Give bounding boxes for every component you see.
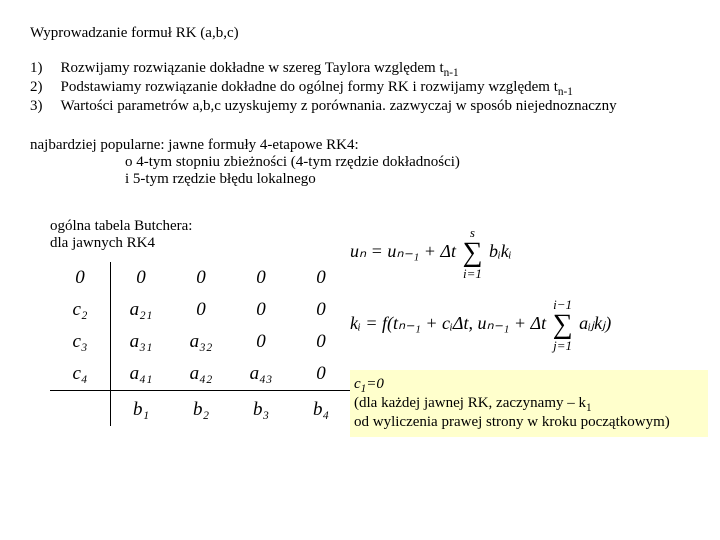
cell: 0 xyxy=(171,294,231,326)
cell: a₂₁ xyxy=(111,294,172,326)
cell: 0 xyxy=(231,326,291,358)
cell xyxy=(50,391,111,427)
butcher-tableau: 0 0 0 0 0 c₂ a₂₁ 0 0 0 c₃ a₃₁ a₃₂ 0 0 xyxy=(50,262,351,426)
cell: b₁ xyxy=(111,391,172,427)
rk-formula-u: uₙ = uₙ₋₁ + Δt s ∑ i=1 bᵢkᵢ xyxy=(350,226,708,280)
cell: 0 xyxy=(291,326,351,358)
step-number: 2) xyxy=(30,79,61,98)
cell: a₄₁ xyxy=(111,358,172,391)
butcher-label: ogólna tabela Butchera: dla jawnych RK4 xyxy=(30,218,350,252)
rk-formula-k: kᵢ = f(tₙ₋₁ + cᵢΔt, uₙ₋₁ + Δt i−1 ∑ j=1 … xyxy=(350,298,708,352)
desc-line: i 5-tym rzędzie błędu lokalnego xyxy=(30,171,690,188)
step-text: Podstawiamy rozwiązanie dokładne do ogól… xyxy=(61,79,617,98)
note-highlight: c1=0 (dla każdej jawnej RK, zaczynamy – … xyxy=(350,370,708,437)
step-text: Wartości parametrów a,b,c uzyskujemy z p… xyxy=(61,98,617,115)
cell: b₂ xyxy=(171,391,231,427)
cell: b₃ xyxy=(231,391,291,427)
desc-line: najbardziej popularne: jawne formuły 4-e… xyxy=(30,137,690,154)
cell: 0 xyxy=(171,262,231,294)
cell: c₃ xyxy=(50,326,111,358)
page-title: Wyprowadzanie formuł RK (a,b,c) xyxy=(30,25,690,42)
step-number: 1) xyxy=(30,60,61,79)
cell: a₄₃ xyxy=(231,358,291,391)
desc-line: o 4-tym stopniu zbieżności (4-tym rzędzi… xyxy=(30,154,690,171)
cell: c₄ xyxy=(50,358,111,391)
cell: 0 xyxy=(291,294,351,326)
cell: c₂ xyxy=(50,294,111,326)
cell: a₄₂ xyxy=(171,358,231,391)
cell: 0 xyxy=(231,262,291,294)
cell: 0 xyxy=(50,262,111,294)
step-number: 3) xyxy=(30,98,61,115)
rk4-description: najbardziej popularne: jawne formuły 4-e… xyxy=(30,137,690,188)
cell: a₃₂ xyxy=(171,326,231,358)
cell: b₄ xyxy=(291,391,351,427)
cell: a₃₁ xyxy=(111,326,172,358)
step-text: Rozwijamy rozwiązanie dokładne w szereg … xyxy=(61,60,617,79)
cell: 0 xyxy=(111,262,172,294)
cell: 0 xyxy=(291,262,351,294)
cell: 0 xyxy=(291,358,351,391)
cell: 0 xyxy=(231,294,291,326)
derivation-steps: 1) Rozwijamy rozwiązanie dokładne w szer… xyxy=(30,60,617,115)
